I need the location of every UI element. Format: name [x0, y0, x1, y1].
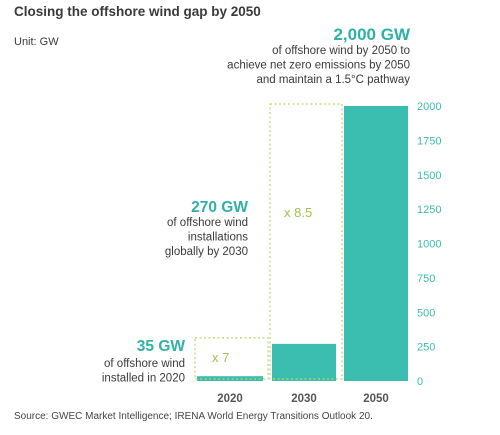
- category-label: 2020: [217, 393, 243, 405]
- unit-label: Unit: GW: [14, 36, 59, 48]
- annotation-text: installed in 2020: [102, 373, 185, 385]
- annotation-value: 35 GW: [137, 338, 186, 355]
- annotation-text: achieve net zero emissions by 2050: [227, 60, 410, 72]
- dashed-guide-2030: [269, 103, 343, 380]
- multiplier-label: x 8.5: [284, 205, 312, 220]
- annotation-value: 2,000 GW: [333, 25, 410, 44]
- annotation-text: of offshore wind: [104, 358, 185, 370]
- y-tick-label: 750: [417, 273, 435, 285]
- annotation-value: 270 GW: [191, 199, 248, 216]
- annotation-text: globally by 2030: [165, 246, 248, 258]
- annotation-text: installations: [188, 232, 248, 244]
- y-tick-label: 2000: [417, 101, 441, 113]
- category-label: 2030: [291, 393, 317, 405]
- y-tick-label: 1250: [417, 204, 441, 216]
- bar-2050: [344, 106, 408, 381]
- source-note: Source: GWEC Market Intelligence; IRENA …: [14, 411, 373, 422]
- bar-2030: [272, 343, 336, 381]
- category-label: 2050: [363, 393, 389, 405]
- y-tick-label: 500: [417, 307, 435, 319]
- y-tick-label: 250: [417, 342, 435, 354]
- multiplier-label: x 7: [212, 350, 229, 365]
- y-tick-label: 0: [417, 376, 423, 388]
- annotation-text: and maintain a 1.5°C pathway: [256, 74, 410, 86]
- y-tick-label: 1750: [417, 135, 441, 147]
- y-tick-label: 1500: [417, 170, 441, 182]
- dashed-guide-2020: [194, 337, 269, 380]
- y-tick-label: 1000: [417, 239, 441, 251]
- annotation-text: of offshore wind by 2050 to: [272, 45, 410, 57]
- bar-2020: [197, 376, 263, 381]
- annotation-text: of offshore wind: [167, 217, 248, 229]
- chart-title: Closing the offshore wind gap by 2050: [14, 4, 261, 19]
